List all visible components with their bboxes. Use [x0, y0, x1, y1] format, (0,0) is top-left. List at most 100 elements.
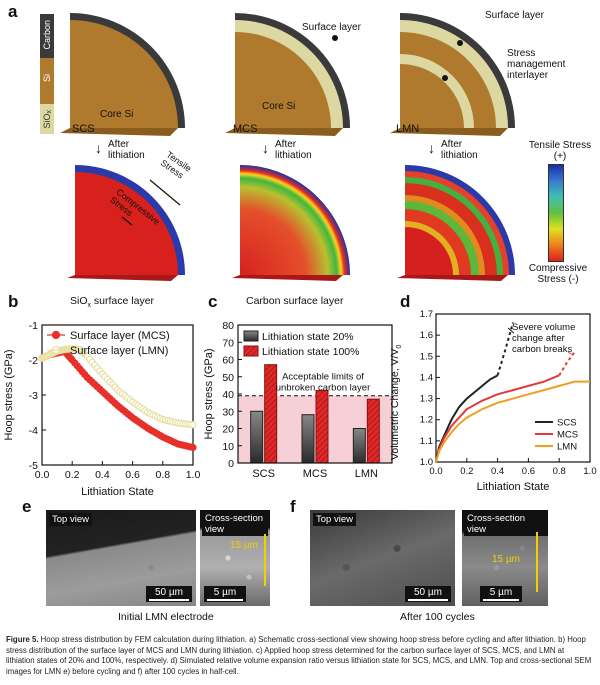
bar-20 — [301, 414, 315, 464]
y-tick-label: 0 — [228, 458, 234, 470]
scale-bar-e2: 5 µm — [204, 586, 246, 602]
bar-20 — [250, 410, 264, 464]
y-tick-label: 50 — [222, 372, 234, 384]
legend-label: LMN — [557, 442, 577, 453]
cross-view-tag-f: Cross-section view — [464, 512, 548, 536]
legend-label-20: Lithiation state 20% — [262, 331, 354, 343]
acceptable-zone — [238, 395, 392, 463]
figure-caption: Figure 5. Hoop stress distribution by FE… — [6, 635, 594, 677]
annotation-line-1: Acceptable limits of — [282, 372, 364, 383]
y-tick-label: 80 — [222, 320, 234, 332]
caption-f: After 100 cycles — [400, 611, 475, 623]
y-tick-label: 20 — [222, 424, 234, 436]
y-tick-label: -5 — [29, 460, 38, 472]
scs-schematic — [60, 13, 185, 136]
arrow-down-icon: ↓ — [428, 140, 435, 156]
chart-d: 0.0 0.2 0.4 0.6 0.8 1.0 1.0 1.1 1.2 1.3 1.4 1.5 1.6 1… — [420, 309, 597, 493]
y-tick-label: -1 — [29, 320, 38, 332]
legend-swatch-100 — [243, 345, 259, 357]
x-tick-label: 0.2 — [65, 469, 80, 481]
series-dashed-scs — [496, 322, 514, 376]
scale-bar-f1: 50 µm — [405, 586, 451, 602]
category-label: MCS — [303, 468, 327, 480]
annotation-line-2: change after — [512, 333, 565, 344]
y-axis-label: Hoop stress (GPa) — [203, 348, 215, 439]
x-axis-label: Lithiation State — [477, 481, 550, 493]
arrow-down-icon: ↓ — [262, 140, 269, 156]
legend-label: Surface layer (MCS) — [70, 330, 170, 342]
x-tick-label: 0.2 — [460, 466, 473, 477]
y-tick-label: 1.4 — [420, 372, 433, 383]
chart-b-title: SiOx surface layer — [70, 295, 155, 310]
chart-d-ylabel: Volumetric Change, V/V0 — [389, 344, 404, 460]
bar-20 — [352, 428, 366, 464]
x-tick-label: 1.0 — [186, 469, 201, 481]
legend-siox: SiOx — [42, 110, 53, 129]
y-tick-label: 70 — [222, 337, 234, 349]
colorbar-top-label: Tensile Stress (+) — [528, 140, 592, 162]
lmn-label: LMN — [396, 123, 420, 135]
scale-bar-f2: 5 µm — [480, 586, 522, 602]
annotation-pointer — [507, 327, 515, 334]
thickness-label-f: 15 µm — [492, 554, 520, 565]
y-axis-label: Hoop stress (GPa) — [3, 349, 15, 440]
thickness-arrow-f — [536, 532, 538, 592]
x-tick-label: 0.4 — [95, 469, 110, 481]
y-tick-label: 60 — [222, 355, 234, 367]
sem-top-view-f: Top view 50 µm — [310, 510, 455, 606]
top-view-tag-f: Top view — [313, 513, 356, 526]
y-tick-label: -2 — [29, 355, 38, 367]
y-tick-label: -3 — [29, 390, 38, 402]
annotation-pointer — [567, 351, 572, 355]
series-dashed-mcs — [558, 351, 576, 376]
y-tick-label: 40 — [222, 389, 234, 401]
y-tick-label: 30 — [222, 406, 234, 418]
arrow-down-icon: ↓ — [95, 140, 102, 156]
category-label: LMN — [355, 468, 378, 480]
x-axis-label: Lithiation State — [81, 486, 154, 495]
core-si-label-2: Core Si — [262, 101, 296, 112]
mcs-schematic — [225, 13, 350, 136]
chart-c: SCS MCS LMN 0 10 20 30 40 50 60 70 80 Hoop stress (G… — [203, 320, 393, 480]
surface-layer-label-mcs: Surface layer — [302, 22, 361, 33]
legend-carbon: Carbon — [42, 20, 52, 50]
panel-label-a: a — [8, 2, 18, 21]
x-tick-label: 0.8 — [553, 466, 566, 477]
panel-label-b: b — [8, 292, 19, 311]
series-line-lmn — [435, 380, 590, 463]
plot-frame — [435, 313, 591, 463]
caption-label: Figure 5. — [6, 635, 39, 644]
thickness-label-e: 15 µm — [230, 540, 258, 551]
cross-view-tag-e: Cross-section view — [202, 512, 268, 536]
y-tick-label: 1.1 — [420, 436, 433, 447]
bar-100 — [264, 364, 278, 464]
x-tick-label: 0.0 — [35, 469, 50, 481]
bar-100 — [366, 398, 380, 464]
legend-label: SCS — [557, 418, 577, 429]
chart-c-title: Carbon surface layer — [246, 295, 344, 307]
y-tick-label: 1.2 — [420, 415, 433, 426]
y-tick-label: -4 — [29, 425, 38, 437]
surface-layer-label-lmn: Surface layer — [485, 10, 544, 21]
panel-label-e: e — [22, 497, 32, 516]
colorbar-bottom-label: Compressive Stress (-) — [528, 263, 588, 285]
schematic-top-row — [60, 13, 515, 136]
x-tick-label: 0.8 — [155, 469, 170, 481]
series-point-mcs — [189, 443, 197, 452]
top-view-tag-e: Top view — [49, 513, 92, 526]
series-point-lmn — [189, 421, 197, 429]
x-tick-label: 1.0 — [583, 466, 596, 477]
stress-interlayer-label: Stress management interlayer — [507, 48, 566, 81]
bar-100 — [315, 390, 329, 464]
after-lithiation-mcs: After lithiation — [275, 139, 312, 161]
x-tick-label: 0.6 — [125, 469, 140, 481]
scs-label: SCS — [72, 123, 95, 135]
legend-label-100: Lithiation state 100% — [262, 346, 359, 358]
legend-si: Si — [42, 74, 52, 83]
lmn-stress-map — [397, 165, 515, 281]
mcs-stress-map — [232, 165, 350, 281]
y-tick-label: 1.0 — [420, 457, 433, 468]
legend-label: MCS — [557, 430, 578, 441]
stress-colorbar — [548, 164, 564, 262]
sem-cross-section-e: Cross-section view 15 µm 5 µm — [200, 510, 270, 606]
